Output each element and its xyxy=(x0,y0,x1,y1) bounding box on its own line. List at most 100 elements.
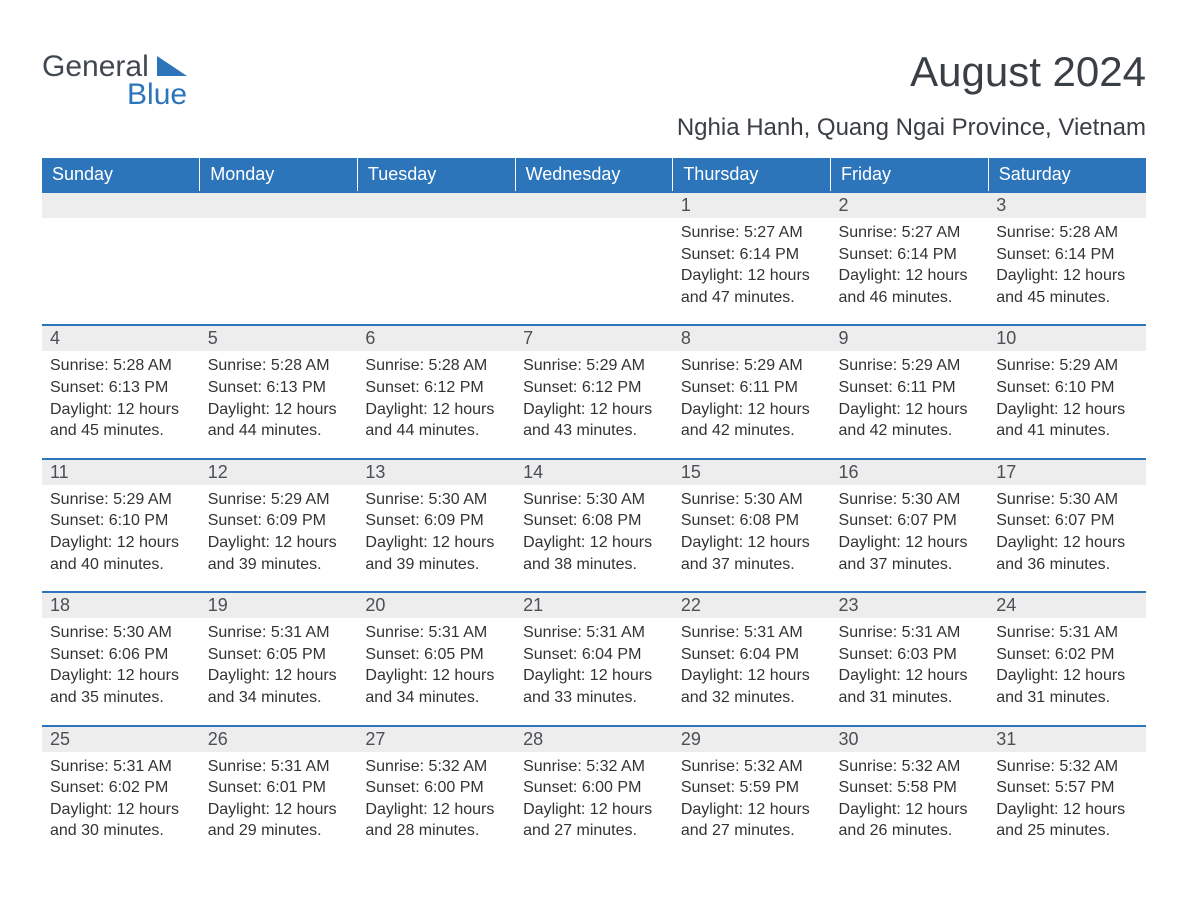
sunrise-text: Sunrise: 5:31 AM xyxy=(523,622,665,644)
day-data: Sunrise: 5:32 AMSunset: 5:57 PMDaylight:… xyxy=(988,752,1146,858)
sunrise-text: Sunrise: 5:30 AM xyxy=(839,489,981,511)
day-cell: Sunrise: 5:30 AMSunset: 6:08 PMDaylight:… xyxy=(515,485,673,592)
location: Nghia Hanh, Quang Ngai Province, Vietnam xyxy=(42,114,1146,142)
week-body-row: Sunrise: 5:28 AMSunset: 6:13 PMDaylight:… xyxy=(42,351,1146,458)
day-cell: Sunrise: 5:30 AMSunset: 6:06 PMDaylight:… xyxy=(42,618,200,725)
daylight-text: Daylight: 12 hours and 39 minutes. xyxy=(365,532,507,575)
day-number-cell: 31 xyxy=(988,726,1146,752)
sunrise-text: Sunrise: 5:28 AM xyxy=(996,222,1138,244)
sunset-text: Sunset: 6:09 PM xyxy=(365,510,507,532)
day-data: Sunrise: 5:29 AMSunset: 6:12 PMDaylight:… xyxy=(515,351,673,457)
day-cell: Sunrise: 5:31 AMSunset: 6:05 PMDaylight:… xyxy=(357,618,515,725)
sunset-text: Sunset: 6:02 PM xyxy=(996,644,1138,666)
daylight-text: Daylight: 12 hours and 27 minutes. xyxy=(523,799,665,842)
day-number: 14 xyxy=(523,462,543,482)
day-number-cell: 12 xyxy=(200,459,358,485)
day-data: Sunrise: 5:31 AMSunset: 6:02 PMDaylight:… xyxy=(42,752,200,858)
day-cell: Sunrise: 5:31 AMSunset: 6:04 PMDaylight:… xyxy=(515,618,673,725)
sunset-text: Sunset: 6:04 PM xyxy=(523,644,665,666)
day-data: Sunrise: 5:31 AMSunset: 6:04 PMDaylight:… xyxy=(673,618,831,724)
day-number-cell: 19 xyxy=(200,592,358,618)
weekday-header: Friday xyxy=(831,158,989,192)
day-data: Sunrise: 5:28 AMSunset: 6:12 PMDaylight:… xyxy=(357,351,515,457)
day-data: Sunrise: 5:30 AMSunset: 6:08 PMDaylight:… xyxy=(673,485,831,591)
logo-text: General Blue xyxy=(42,48,187,110)
sunset-text: Sunset: 6:05 PM xyxy=(208,644,350,666)
day-number: 23 xyxy=(839,595,859,615)
sunrise-text: Sunrise: 5:29 AM xyxy=(523,355,665,377)
sunrise-text: Sunrise: 5:29 AM xyxy=(681,355,823,377)
sunrise-text: Sunrise: 5:29 AM xyxy=(50,489,192,511)
day-number: 8 xyxy=(681,328,691,348)
day-data: Sunrise: 5:30 AMSunset: 6:06 PMDaylight:… xyxy=(42,618,200,724)
day-cell: Sunrise: 5:31 AMSunset: 6:04 PMDaylight:… xyxy=(673,618,831,725)
daylight-text: Daylight: 12 hours and 37 minutes. xyxy=(839,532,981,575)
daynum-row: 18192021222324 xyxy=(42,592,1146,618)
day-data: Sunrise: 5:31 AMSunset: 6:05 PMDaylight:… xyxy=(200,618,358,724)
day-number: 29 xyxy=(681,729,701,749)
day-number-cell: 16 xyxy=(831,459,989,485)
sunset-text: Sunset: 6:14 PM xyxy=(839,244,981,266)
day-data: Sunrise: 5:31 AMSunset: 6:03 PMDaylight:… xyxy=(831,618,989,724)
day-number-cell: 17 xyxy=(988,459,1146,485)
day-cell: Sunrise: 5:30 AMSunset: 6:07 PMDaylight:… xyxy=(988,485,1146,592)
day-data xyxy=(357,218,515,324)
day-number-cell: 22 xyxy=(673,592,831,618)
day-cell: Sunrise: 5:28 AMSunset: 6:12 PMDaylight:… xyxy=(357,351,515,458)
day-number: 3 xyxy=(996,195,1006,215)
daylight-text: Daylight: 12 hours and 31 minutes. xyxy=(996,665,1138,708)
weekday-header: Sunday xyxy=(42,158,200,192)
day-number-cell: 14 xyxy=(515,459,673,485)
daylight-text: Daylight: 12 hours and 42 minutes. xyxy=(839,399,981,442)
day-data xyxy=(515,218,673,324)
day-number-cell: 13 xyxy=(357,459,515,485)
day-number-cell: 28 xyxy=(515,726,673,752)
sunset-text: Sunset: 6:12 PM xyxy=(523,377,665,399)
day-number: 18 xyxy=(50,595,70,615)
daylight-text: Daylight: 12 hours and 45 minutes. xyxy=(996,265,1138,308)
day-number-cell: 15 xyxy=(673,459,831,485)
sunset-text: Sunset: 6:10 PM xyxy=(50,510,192,532)
daylight-text: Daylight: 12 hours and 28 minutes. xyxy=(365,799,507,842)
logo: General Blue xyxy=(42,48,187,110)
day-cell xyxy=(357,218,515,325)
week-body-row: Sunrise: 5:29 AMSunset: 6:10 PMDaylight:… xyxy=(42,485,1146,592)
daylight-text: Daylight: 12 hours and 44 minutes. xyxy=(365,399,507,442)
day-cell xyxy=(42,218,200,325)
day-data: Sunrise: 5:28 AMSunset: 6:14 PMDaylight:… xyxy=(988,218,1146,324)
day-data: Sunrise: 5:29 AMSunset: 6:11 PMDaylight:… xyxy=(673,351,831,457)
sunrise-text: Sunrise: 5:29 AM xyxy=(996,355,1138,377)
day-number-cell: 20 xyxy=(357,592,515,618)
day-number-cell: 10 xyxy=(988,325,1146,351)
day-number-cell: 1 xyxy=(673,192,831,218)
sunrise-text: Sunrise: 5:30 AM xyxy=(996,489,1138,511)
sunrise-text: Sunrise: 5:29 AM xyxy=(208,489,350,511)
day-data: Sunrise: 5:29 AMSunset: 6:11 PMDaylight:… xyxy=(831,351,989,457)
day-data: Sunrise: 5:32 AMSunset: 5:59 PMDaylight:… xyxy=(673,752,831,858)
day-data: Sunrise: 5:27 AMSunset: 6:14 PMDaylight:… xyxy=(673,218,831,324)
day-number-cell: 9 xyxy=(831,325,989,351)
day-cell: Sunrise: 5:28 AMSunset: 6:13 PMDaylight:… xyxy=(200,351,358,458)
day-number: 19 xyxy=(208,595,228,615)
sunset-text: Sunset: 6:13 PM xyxy=(208,377,350,399)
day-cell: Sunrise: 5:29 AMSunset: 6:09 PMDaylight:… xyxy=(200,485,358,592)
day-data: Sunrise: 5:29 AMSunset: 6:10 PMDaylight:… xyxy=(42,485,200,591)
day-data: Sunrise: 5:31 AMSunset: 6:05 PMDaylight:… xyxy=(357,618,515,724)
day-data: Sunrise: 5:31 AMSunset: 6:02 PMDaylight:… xyxy=(988,618,1146,724)
day-cell: Sunrise: 5:31 AMSunset: 6:02 PMDaylight:… xyxy=(42,752,200,858)
daynum-row: 25262728293031 xyxy=(42,726,1146,752)
day-number: 9 xyxy=(839,328,849,348)
daylight-text: Daylight: 12 hours and 27 minutes. xyxy=(681,799,823,842)
day-data: Sunrise: 5:27 AMSunset: 6:14 PMDaylight:… xyxy=(831,218,989,324)
sunrise-text: Sunrise: 5:30 AM xyxy=(365,489,507,511)
day-number-cell: 24 xyxy=(988,592,1146,618)
sunset-text: Sunset: 5:58 PM xyxy=(839,777,981,799)
week-body-row: Sunrise: 5:30 AMSunset: 6:06 PMDaylight:… xyxy=(42,618,1146,725)
day-number: 26 xyxy=(208,729,228,749)
daylight-text: Daylight: 12 hours and 40 minutes. xyxy=(50,532,192,575)
sunset-text: Sunset: 6:01 PM xyxy=(208,777,350,799)
sunset-text: Sunset: 6:07 PM xyxy=(839,510,981,532)
daylight-text: Daylight: 12 hours and 34 minutes. xyxy=(208,665,350,708)
day-cell xyxy=(515,218,673,325)
day-number: 5 xyxy=(208,328,218,348)
